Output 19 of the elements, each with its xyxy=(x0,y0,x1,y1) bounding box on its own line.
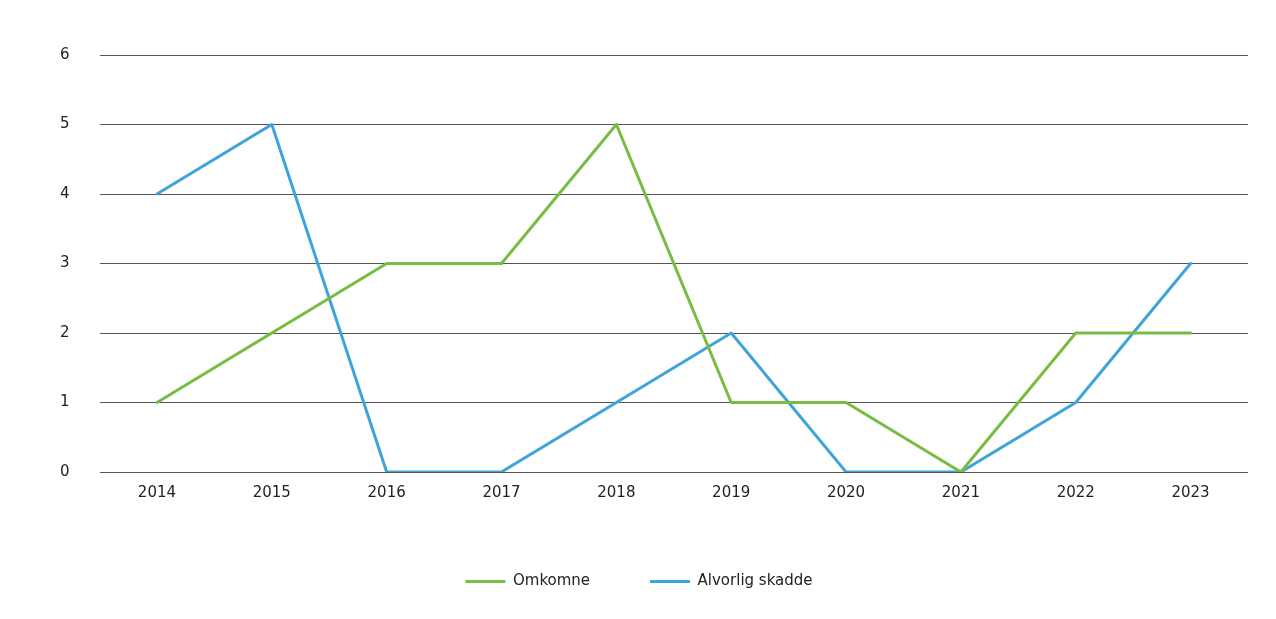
y-tick-label: 0 xyxy=(60,461,70,480)
x-tick-label: 2014 xyxy=(137,482,177,501)
x-tick-label: 2016 xyxy=(367,482,406,501)
x-tick-label: 2018 xyxy=(597,482,636,501)
y-tick-label: 4 xyxy=(60,183,70,202)
y-tick-label: 1 xyxy=(60,392,70,411)
y-tick-label: 2 xyxy=(60,322,70,341)
x-tick-label: 2017 xyxy=(482,482,521,501)
x-tick-label: 2021 xyxy=(941,482,980,501)
y-tick-label: 3 xyxy=(60,253,70,272)
x-tick-label: 2022 xyxy=(1056,482,1095,501)
y-tick-label: 5 xyxy=(60,114,70,133)
legend-label: Omkomne xyxy=(512,571,591,590)
x-tick-label: 2023 xyxy=(1171,482,1210,501)
x-tick-label: 2020 xyxy=(826,482,866,501)
x-tick-label: 2015 xyxy=(252,482,291,501)
x-tick-label: 2019 xyxy=(712,482,751,501)
y-tick-label: 6 xyxy=(60,44,70,63)
legend-label: Alvorlig skadde xyxy=(697,571,813,590)
